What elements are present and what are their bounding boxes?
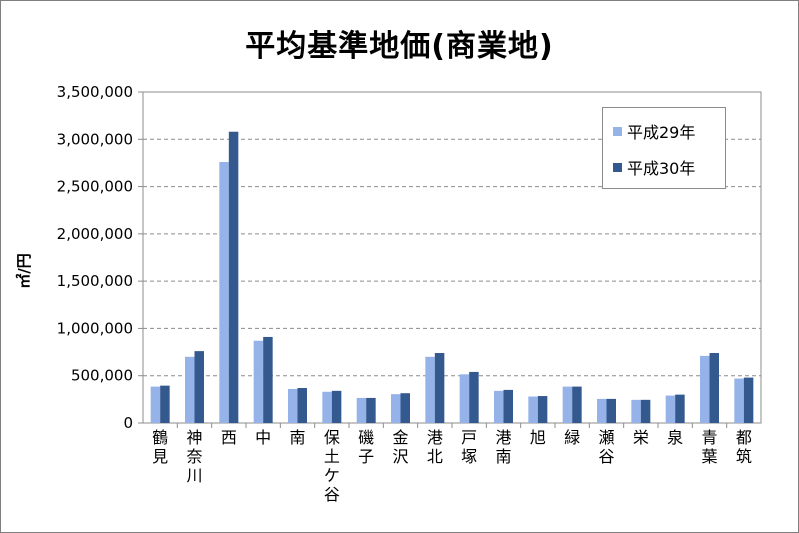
bar-series-2 — [331, 390, 342, 423]
bar-series-1 — [528, 396, 538, 423]
bar-series-2 — [469, 371, 479, 423]
bar-series-2 — [434, 353, 445, 423]
x-category-label: 泉 — [667, 428, 683, 447]
bar-series-2 — [297, 388, 307, 423]
x-category-label: 鶴見 — [152, 428, 168, 466]
y-tick-label: 3,500,000 — [57, 83, 133, 101]
x-category-label: 金沢 — [392, 428, 408, 466]
bar-series-1 — [494, 390, 504, 423]
x-category-label: 中 — [255, 428, 271, 447]
bar-series-1 — [288, 388, 298, 423]
x-category-label: 戸塚 — [461, 428, 477, 466]
bar-series-2 — [743, 377, 754, 423]
bar-series-2 — [503, 389, 513, 423]
chart-title: 平均基準地価(商業地) — [245, 29, 554, 64]
legend-swatch-series-2 — [613, 162, 622, 172]
x-category-label: 神奈川 — [186, 428, 202, 485]
bar-series-2 — [606, 398, 616, 423]
bar-series-1 — [150, 386, 161, 423]
bar-series-2 — [160, 385, 170, 423]
bar-series-1 — [700, 355, 710, 423]
legend-label-series-2: 平成30年 — [627, 159, 696, 178]
bar-series-2 — [263, 336, 273, 423]
x-category-label: 栄 — [633, 428, 649, 447]
chart-legend: 平成29年 平成30年 — [602, 107, 726, 189]
x-category-label: 瀬谷 — [598, 428, 614, 466]
x-category-label: 青葉 — [701, 428, 717, 466]
bar-series-1 — [425, 356, 435, 423]
bar-series-1 — [665, 395, 676, 423]
x-category-label: 都筑 — [736, 428, 752, 466]
bar-series-2 — [366, 397, 376, 423]
bar-series-1 — [391, 394, 401, 423]
bar-series-1 — [322, 391, 332, 423]
y-tick-label: 1,000,000 — [57, 319, 133, 337]
x-category-label: 磯子 — [358, 428, 374, 466]
y-tick-label: 500,000 — [71, 367, 133, 385]
bar-series-1 — [631, 399, 641, 423]
bar-series-1 — [253, 340, 264, 423]
x-category-label: 旭 — [530, 428, 546, 447]
x-category-label: 保土ケ谷 — [324, 428, 340, 504]
bar-series-1 — [562, 386, 573, 423]
legend-swatch-series-1 — [613, 126, 622, 136]
y-tick-label: 0 — [123, 414, 133, 432]
x-category-label: 港北 — [427, 428, 443, 466]
bar-series-2 — [709, 353, 719, 423]
x-category-label: 緑 — [564, 428, 580, 447]
bar-series-1 — [185, 356, 195, 423]
bar-series-1 — [459, 374, 470, 423]
bar-series-2 — [640, 399, 651, 423]
x-category-label: 港南 — [495, 428, 511, 466]
y-tick-label: 3,000,000 — [57, 130, 133, 148]
bar-series-2 — [572, 386, 582, 423]
bar-series-2 — [228, 131, 239, 423]
x-category-label: 西 — [221, 428, 237, 447]
bar-series-1 — [219, 161, 229, 424]
legend-item-series-1: 平成29年 — [613, 120, 695, 142]
bar-series-2 — [400, 393, 410, 423]
bar-series-2 — [537, 396, 548, 423]
bar-series-2 — [194, 351, 204, 423]
bar-series-1 — [356, 397, 367, 423]
y-tick-label: 2,500,000 — [57, 178, 133, 196]
y-tick-label: 1,500,000 — [57, 272, 133, 290]
x-category-label: 南 — [289, 428, 305, 447]
y-tick-label: 2,000,000 — [57, 225, 133, 243]
bar-series-1 — [597, 398, 607, 423]
legend-item-series-2: 平成30年 — [613, 156, 695, 178]
bar-series-2 — [675, 394, 685, 423]
legend-label-series-1: 平成29年 — [627, 123, 696, 142]
bar-series-1 — [734, 378, 744, 423]
